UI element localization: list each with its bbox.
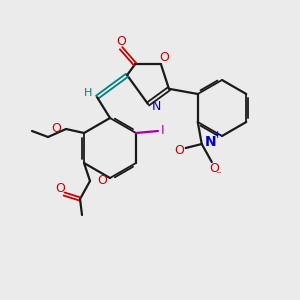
Text: O: O [51, 122, 61, 134]
Text: O: O [55, 182, 65, 196]
Text: +: + [213, 130, 222, 140]
Text: O: O [174, 143, 184, 157]
Text: N: N [205, 135, 217, 149]
Text: ⁻: ⁻ [215, 170, 221, 180]
Text: O: O [97, 173, 107, 187]
Text: N: N [151, 100, 161, 112]
Text: O: O [116, 35, 126, 48]
Text: O: O [159, 51, 169, 64]
Text: O: O [209, 163, 219, 176]
Text: H: H [84, 88, 92, 98]
Text: I: I [161, 124, 165, 137]
